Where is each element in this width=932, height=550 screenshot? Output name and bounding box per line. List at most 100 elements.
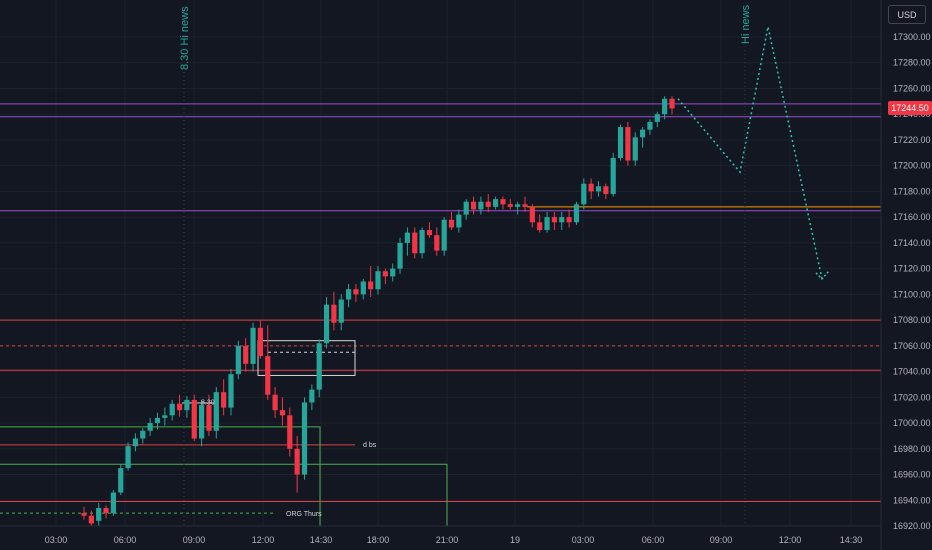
candle-body-26	[272, 394, 278, 411]
candle-body-39	[368, 281, 374, 290]
candle-body-31	[309, 389, 315, 403]
candle-body-76	[640, 129, 646, 138]
candle-body-47	[426, 230, 433, 236]
candle-body-38	[360, 281, 366, 295]
candle-body-40	[375, 271, 381, 290]
y-tick-label: 17160.00	[893, 212, 931, 222]
x-tick-label: 14:30	[310, 535, 333, 545]
candle-body-52	[463, 201, 469, 215]
candle-body-33	[323, 304, 330, 344]
annot-8-30: 8.30	[201, 399, 215, 406]
x-tick-label: 12:00	[252, 535, 275, 545]
candle-body-18	[213, 392, 219, 431]
candle-body-8	[140, 430, 146, 439]
candle-body-68	[581, 183, 587, 205]
candle-body-27	[279, 410, 286, 416]
candle-body-3	[103, 507, 109, 514]
candle-body-49	[441, 219, 447, 251]
candle-body-17	[206, 405, 212, 431]
horizontal-levels	[0, 103, 881, 514]
candle-body-7	[132, 438, 139, 447]
annot-org-thurs: ORG Thurs	[286, 511, 322, 518]
candle-body-16	[199, 405, 205, 439]
green-box-inner	[0, 463, 448, 526]
y-tick-label: 17140.00	[893, 238, 931, 248]
candle-body-44	[404, 232, 410, 243]
y-tick-label: 17040.00	[893, 367, 931, 377]
candle-body-30	[301, 402, 308, 475]
candle-body-67	[573, 204, 580, 223]
candle-body-53	[470, 201, 477, 210]
candle-body-25	[265, 356, 271, 395]
y-tick-label: 17000.00	[893, 418, 931, 428]
candle-body-54	[478, 201, 484, 210]
candle-body-51	[456, 214, 462, 228]
candle-body-5	[118, 468, 124, 493]
candle-body-77	[647, 121, 653, 130]
news-markers: 8.30 Hi news Hi news	[179, 4, 752, 526]
candle-body-12	[169, 403, 175, 416]
y-tick-label: 17280.00	[893, 58, 931, 68]
x-tick-label: 18:00	[367, 535, 390, 545]
candle-body-15	[191, 399, 197, 439]
candle-body-13	[176, 403, 183, 411]
candle-body-10	[154, 417, 161, 424]
candle-body-42	[390, 268, 396, 277]
level-8-30-marker	[182, 402, 214, 404]
price-axis[interactable]: 17300.0017280.0017260.0017240.0017220.00…	[882, 32, 931, 531]
candle-body-2	[96, 507, 102, 521]
x-tick-label: 06:00	[114, 535, 137, 545]
candle-body-23	[250, 327, 256, 364]
candle-body-56	[493, 199, 499, 207]
candle-body-19	[221, 392, 227, 408]
x-tick-label: 19	[510, 535, 520, 545]
candle-body-75	[632, 137, 638, 161]
candle-body-6	[125, 446, 131, 469]
candle-body-46	[419, 230, 425, 254]
y-tick-label: 17080.00	[893, 315, 931, 325]
annot-d-bs: d bs	[363, 442, 377, 449]
projection-path	[677, 26, 830, 281]
y-tick-label: 16940.00	[893, 495, 931, 505]
candle-body-34	[331, 304, 337, 323]
x-tick-label: 21:00	[436, 535, 459, 545]
x-tick-label: 09:00	[710, 535, 733, 545]
candle-body-45	[412, 232, 418, 254]
candle-body-72	[610, 157, 616, 194]
orange-level-marker-bg	[882, 201, 888, 212]
candle-body-78	[654, 114, 660, 122]
candle-body-55	[485, 201, 491, 207]
y-tick-label: 17180.00	[893, 186, 931, 196]
currency-button[interactable]: USD	[888, 5, 926, 24]
candle-body-64	[551, 217, 557, 223]
y-tick-label: 16960.00	[893, 470, 931, 480]
x-tick-label: 06:00	[642, 535, 665, 545]
current-price-badge: 17244.50	[888, 101, 932, 115]
candle-body-65	[559, 217, 565, 223]
candle-body-36	[346, 289, 352, 300]
candle-body-20	[228, 374, 234, 408]
candle-body-22	[243, 345, 249, 364]
news-label-2: Hi news	[740, 4, 752, 44]
y-tick-label: 17300.00	[893, 32, 931, 42]
candle-body-43	[397, 242, 403, 269]
candle-body-61	[529, 206, 535, 223]
projection-line	[677, 26, 823, 280]
candlestick-series	[81, 96, 675, 526]
candle-body-59	[515, 204, 521, 207]
candle-body-74	[625, 127, 631, 161]
candle-body-69	[588, 183, 594, 192]
x-tick-label: 14:30	[840, 535, 863, 545]
candle-body-63	[544, 217, 550, 231]
white-range-box	[257, 340, 356, 376]
candle-body-58	[507, 204, 513, 207]
candle-body-57	[500, 199, 506, 205]
candle-body-50	[448, 219, 455, 228]
drawn-shapes	[0, 340, 448, 526]
candle-body-60	[522, 204, 528, 207]
time-axis[interactable]: 03:00 06:00 09:00 12:00 14:30 18:00 21:00 19 03:…	[45, 535, 863, 545]
news-label-1: 8.30 Hi news	[179, 6, 191, 70]
y-tick-label: 17200.00	[893, 161, 931, 171]
